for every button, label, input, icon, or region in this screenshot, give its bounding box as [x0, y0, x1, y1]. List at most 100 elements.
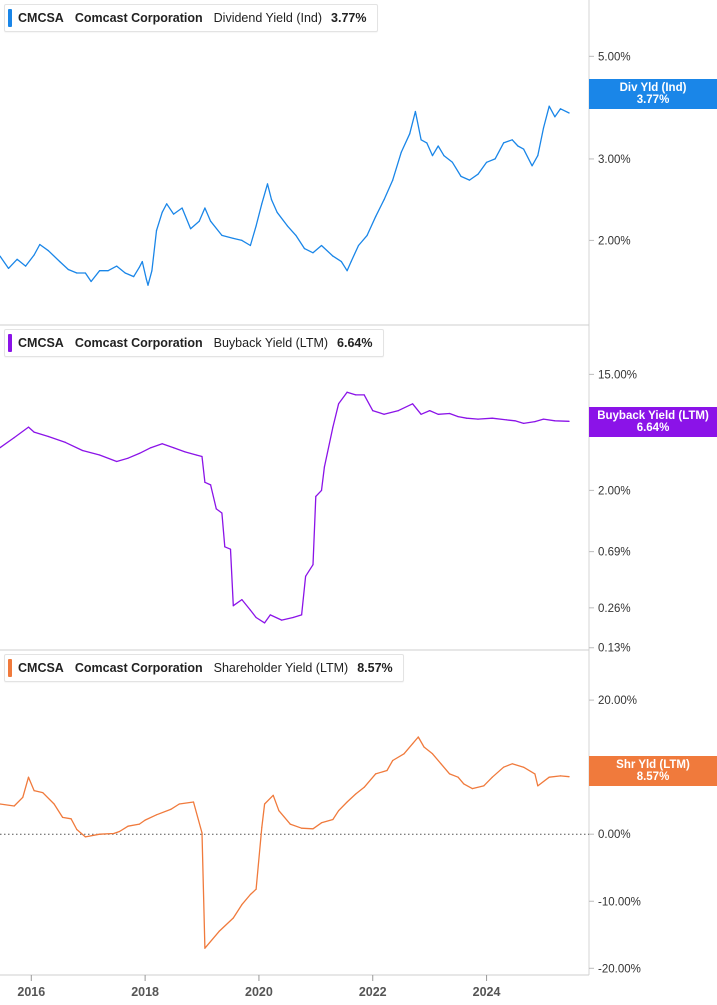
data-point	[195, 454, 197, 456]
data-point	[346, 270, 348, 272]
last-value-flag-shareholder: Shr Yld (LTM) 8.57%	[589, 756, 717, 786]
data-point	[320, 244, 323, 247]
data-point	[511, 139, 513, 141]
data-point	[270, 199, 273, 201]
data-point	[338, 403, 340, 405]
flag-title: Buyback Yield (LTM)	[597, 410, 709, 422]
data-point	[155, 230, 158, 232]
data-point	[266, 183, 269, 185]
data-point	[523, 766, 525, 768]
data-point	[286, 225, 288, 227]
data-point	[301, 827, 303, 829]
metric-label: Buyback Yield (LTM)	[213, 336, 329, 350]
data-point	[295, 234, 297, 236]
data-point	[255, 225, 257, 227]
data-point	[22, 796, 24, 798]
data-point	[375, 773, 377, 775]
data-point	[312, 828, 314, 830]
data-point	[426, 142, 428, 144]
metric-label: Dividend Yield (Ind)	[213, 11, 323, 25]
data-point	[449, 412, 451, 415]
data-point	[64, 441, 66, 443]
metric-value: 3.77%	[331, 11, 367, 25]
y-tick-label: 20.00%	[598, 695, 637, 707]
data-point	[332, 255, 334, 257]
data-point	[305, 575, 307, 577]
data-point	[548, 776, 550, 778]
data-point	[523, 422, 525, 424]
data-point	[0, 447, 1, 449]
data-point	[412, 743, 414, 745]
data-point	[491, 417, 493, 419]
data-point	[25, 265, 27, 267]
data-point	[155, 814, 158, 816]
y-tick-label: 15.00%	[598, 369, 637, 381]
data-point	[161, 211, 163, 213]
data-point	[477, 173, 479, 175]
company-label: Comcast Corporation	[74, 11, 203, 25]
data-point	[534, 773, 536, 775]
flag-title: Shr Yld (LTM)	[616, 759, 690, 771]
data-point	[320, 489, 323, 491]
data-point	[138, 823, 140, 825]
data-point	[39, 243, 41, 246]
data-point	[264, 622, 266, 624]
data-point	[27, 776, 30, 778]
data-point	[201, 455, 203, 458]
ticker-label: CMCSA	[18, 336, 64, 350]
data-point	[13, 805, 15, 807]
data-point	[315, 495, 317, 497]
data-point	[84, 272, 86, 274]
data-point	[338, 810, 340, 812]
data-point	[255, 888, 257, 890]
panel-header-buyback: CMCSA Comcast Corporation Buyback Yield …	[4, 329, 384, 357]
y-tick-label: 0.00%	[598, 829, 631, 841]
data-point	[542, 127, 545, 129]
data-point	[232, 237, 234, 239]
data-point	[355, 793, 357, 795]
data-point	[503, 766, 505, 768]
data-point	[241, 239, 243, 241]
data-point	[355, 394, 357, 396]
data-point	[141, 261, 143, 263]
data-point	[383, 199, 385, 201]
company-label: Comcast Corporation	[74, 661, 203, 675]
data-point	[33, 431, 35, 433]
data-point	[460, 175, 462, 177]
data-point	[124, 272, 126, 274]
data-point	[90, 280, 92, 283]
y-tick-label: 2.00%	[598, 485, 631, 497]
data-point	[568, 112, 570, 114]
data-point	[375, 216, 377, 218]
data-point	[99, 454, 101, 456]
data-point	[537, 785, 539, 787]
data-point	[289, 823, 291, 825]
company-label: Comcast Corporation	[74, 336, 203, 350]
data-point	[340, 261, 342, 263]
data-point	[249, 244, 251, 247]
data-point	[53, 803, 55, 805]
data-point	[303, 248, 306, 250]
x-tick-label: 2024	[473, 985, 501, 999]
data-point	[437, 145, 439, 147]
data-point	[463, 783, 465, 785]
data-point	[249, 893, 251, 896]
series-line	[0, 105, 570, 286]
data-point	[412, 403, 414, 405]
data-point	[417, 736, 419, 738]
data-point	[47, 250, 50, 252]
data-point	[127, 457, 129, 459]
data-point	[138, 266, 140, 268]
data-point	[332, 818, 334, 821]
data-point	[178, 803, 180, 805]
data-point	[486, 161, 488, 163]
data-point	[127, 825, 129, 827]
data-point	[261, 826, 263, 829]
flag-value: 8.57%	[636, 771, 670, 783]
data-point	[181, 207, 183, 209]
last-value-flag-dividend: Div Yld (Ind) 3.77%	[589, 79, 717, 109]
data-point	[42, 792, 44, 794]
data-point	[173, 447, 175, 449]
data-point	[414, 110, 416, 113]
x-tick-label: 2020	[245, 985, 273, 999]
